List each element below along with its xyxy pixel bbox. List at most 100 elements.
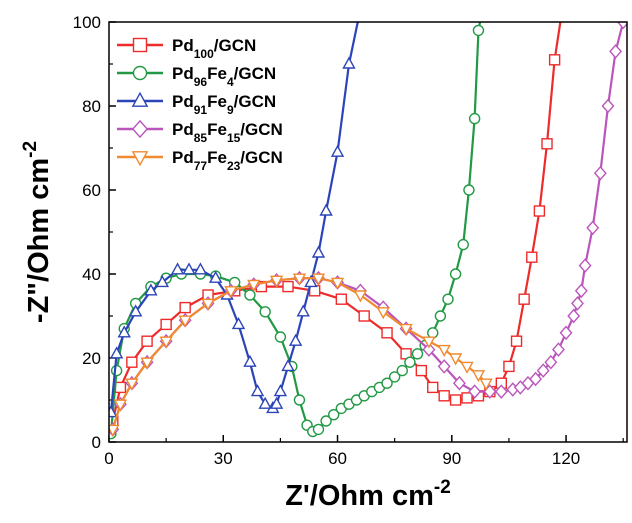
x-tick-label: 30 bbox=[214, 449, 233, 468]
data-point bbox=[399, 323, 413, 337]
legend-marker bbox=[132, 65, 148, 81]
data-point bbox=[109, 424, 120, 437]
data-point bbox=[438, 390, 450, 402]
data-point bbox=[244, 289, 256, 301]
data-point bbox=[411, 348, 424, 360]
data-point bbox=[388, 371, 401, 383]
data-point bbox=[330, 277, 345, 290]
data-point bbox=[201, 298, 215, 311]
data-point bbox=[182, 262, 196, 275]
data-point bbox=[460, 361, 474, 374]
data-point bbox=[259, 306, 271, 318]
y-tick-label: 60 bbox=[82, 181, 101, 200]
data-point bbox=[358, 310, 370, 322]
x-tick-label: 0 bbox=[104, 449, 113, 468]
legend-marker bbox=[131, 119, 149, 139]
data-point bbox=[442, 293, 454, 305]
legend-marker bbox=[132, 37, 148, 53]
data-point bbox=[533, 205, 546, 217]
data-point bbox=[117, 325, 131, 338]
data-point bbox=[557, 4, 567, 14]
data-point bbox=[355, 3, 366, 13]
data-point bbox=[274, 331, 287, 343]
data-point bbox=[415, 364, 428, 377]
data-point bbox=[269, 275, 284, 288]
data-point bbox=[312, 423, 325, 436]
data-point bbox=[243, 354, 257, 367]
data-point bbox=[144, 283, 158, 296]
data-point bbox=[616, 22, 627, 30]
data-point bbox=[296, 304, 310, 317]
data-point bbox=[178, 315, 192, 328]
axis-ticks: 0 30 60 90 120 0 20 40 60 80 100 bbox=[73, 13, 624, 468]
data-point bbox=[258, 396, 272, 409]
legend-item: Pd91Fe9/GCN bbox=[117, 91, 276, 117]
series-layer bbox=[109, 3, 627, 440]
data-point bbox=[308, 285, 321, 297]
legend-label: Pd100/GCN bbox=[172, 36, 256, 61]
data-point bbox=[114, 381, 127, 394]
x-tick-label: 120 bbox=[552, 449, 580, 468]
data-point bbox=[529, 371, 543, 387]
data-point bbox=[396, 364, 408, 377]
data-point bbox=[328, 409, 340, 421]
data-point bbox=[518, 293, 530, 305]
data-point bbox=[449, 268, 462, 280]
x-tick-label: 60 bbox=[328, 449, 347, 468]
series-2 bbox=[109, 4, 487, 440]
legend-label: Pd91Fe9/GCN bbox=[172, 92, 276, 117]
data-point bbox=[273, 384, 288, 397]
data-point bbox=[427, 381, 439, 394]
data-point bbox=[494, 384, 508, 399]
data-point bbox=[578, 258, 592, 273]
legend-marker bbox=[131, 151, 149, 167]
data-point bbox=[510, 335, 523, 347]
series-line bbox=[109, 22, 482, 434]
data-point bbox=[567, 308, 581, 324]
data-point bbox=[330, 144, 345, 157]
y-tick-label: 0 bbox=[92, 433, 101, 452]
data-point bbox=[247, 279, 261, 292]
legend-label: Pd77Fe23/GCN bbox=[172, 148, 283, 173]
legend-label: Pd85Fe15/GCN bbox=[172, 120, 283, 145]
data-point bbox=[269, 396, 284, 409]
data-point bbox=[113, 399, 128, 412]
data-point bbox=[311, 273, 326, 286]
data-point bbox=[141, 335, 153, 347]
data-point bbox=[160, 318, 172, 331]
data-point bbox=[311, 245, 326, 258]
series-5 bbox=[109, 273, 493, 437]
data-point bbox=[422, 336, 436, 349]
data-point bbox=[179, 301, 191, 314]
data-point bbox=[434, 310, 447, 322]
legend-item: Pd100/GCN bbox=[117, 36, 256, 61]
data-point bbox=[126, 356, 138, 368]
data-point bbox=[468, 112, 481, 125]
data-point bbox=[320, 415, 332, 427]
data-point bbox=[319, 203, 333, 216]
data-point bbox=[292, 273, 307, 286]
series-3 bbox=[109, 3, 366, 418]
legend-item: Pd85Fe15/GCN bbox=[117, 119, 283, 145]
data-point bbox=[449, 394, 462, 406]
data-point bbox=[541, 138, 553, 150]
data-point bbox=[422, 342, 436, 357]
x-axis-title: Z'/Ohm cm-2 bbox=[285, 477, 451, 512]
x-tick-label: 90 bbox=[442, 449, 461, 468]
data-point bbox=[468, 384, 482, 399]
data-point bbox=[601, 98, 615, 114]
data-point bbox=[342, 56, 356, 69]
data-point bbox=[609, 44, 623, 59]
data-point bbox=[448, 353, 463, 366]
data-point bbox=[224, 286, 238, 299]
data-point bbox=[526, 251, 538, 263]
y-axis-title: -Z"/Ohm cm-2 bbox=[20, 141, 55, 323]
y-tick-label: 20 bbox=[82, 349, 101, 368]
data-point bbox=[477, 4, 487, 14]
data-point bbox=[140, 357, 154, 370]
data-point bbox=[571, 296, 584, 311]
data-point bbox=[159, 336, 173, 349]
data-point bbox=[110, 364, 123, 377]
data-point bbox=[376, 307, 390, 320]
